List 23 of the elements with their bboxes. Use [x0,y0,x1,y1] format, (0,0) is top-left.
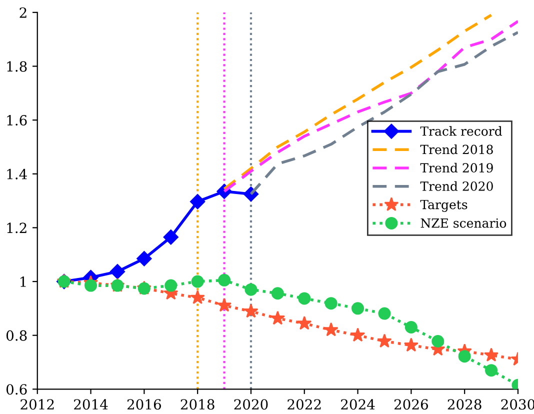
x-tick-label: 2022 [288,399,321,410]
legend-label: Targets [420,200,468,212]
x-tick-label: 2020 [234,399,268,410]
legend-label: NZE scenario [420,218,506,228]
x-tick-label: 2028 [448,399,482,410]
y-tick-label: 1.8 [7,61,27,72]
y-tick-label: 1.4 [7,168,27,180]
y-tick-label: 1 [20,276,26,287]
y-tick-label: 0.6 [6,384,27,395]
legend-label: Trend 2019 [420,162,493,173]
x-tick-label: 2024 [341,399,375,410]
x-tick-label: 2014 [74,399,108,410]
x-tick-label: 2016 [127,399,161,410]
x-tick-label: 2018 [180,399,214,410]
y-tick-label: 0.8 [6,330,27,341]
y-tick-label: 2 [20,7,26,18]
y-tick-label: 1.2 [7,222,26,234]
x-tick-label: 2012 [20,399,54,410]
x-tick-label: 2026 [394,399,428,410]
legend-label: Trend 2018 [420,144,493,154]
y-tick-label: 1.6 [7,115,27,126]
legend-label: Trend 2020 [420,181,493,191]
legend-label: Track record [420,126,502,136]
